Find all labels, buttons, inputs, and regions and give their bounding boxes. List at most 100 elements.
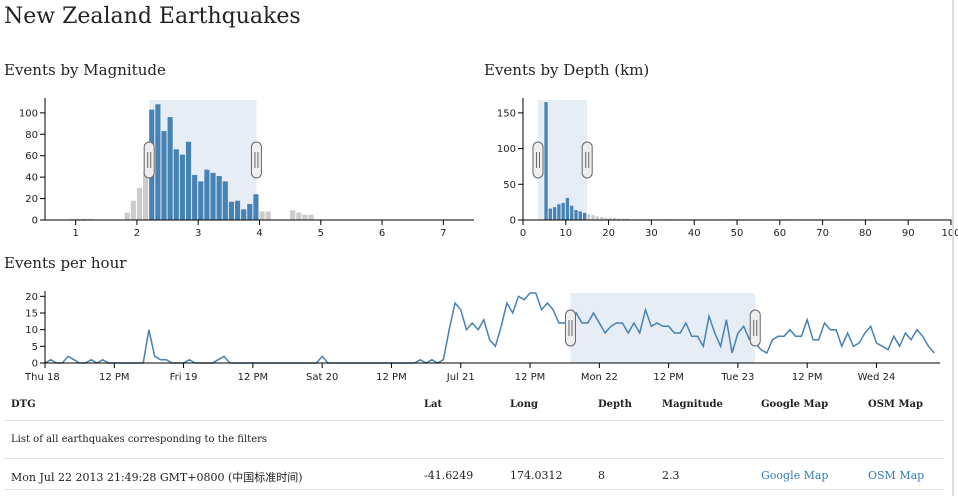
magnitude-bar — [265, 211, 271, 220]
hour-chart-title: Events per hour — [4, 254, 127, 272]
magnitude-bar — [192, 175, 198, 220]
depth-bar — [608, 217, 612, 220]
magnitude-brush-handle-left-body — [143, 141, 155, 179]
header-long[interactable]: Long — [510, 399, 538, 410]
hour-chart[interactable]: 0 5 10 15 20 Thu 18 12 PM Fri 19 12 PM Sat 20 12 P… — [0, 285, 958, 385]
magnitude-chart[interactable]: 0 20 40 60 80 100 1 2 3 4 5 6 7 — [0, 90, 480, 240]
magnitude-bar — [136, 187, 143, 220]
magnitude-y-tick-label: 60 — [25, 151, 38, 162]
hour-x-tick-label: Mon 22 — [581, 372, 618, 383]
hour-x-tick-label: 12 PM — [653, 372, 684, 383]
hour-x-tick-label: 12 PM — [99, 372, 130, 383]
depth-brush-handle-right[interactable] — [581, 141, 593, 179]
hour-y-tick-label: 15 — [25, 309, 38, 320]
hour-brush-handle-left-body — [564, 309, 576, 347]
depth-x-tick-label: 20 — [602, 228, 615, 239]
magnitude-x-tick-label: 2 — [134, 228, 140, 239]
magnitude-x-tick-label: 1 — [72, 228, 78, 239]
magnitude-x-tick-label: 7 — [440, 228, 446, 239]
google-map-link[interactable]: Google Map — [761, 469, 829, 482]
magnitude-bar — [161, 131, 167, 220]
magnitude-bar — [185, 141, 192, 220]
depth-x-tick-label: 40 — [688, 228, 701, 239]
depth-x-tick-label: 0 — [520, 228, 526, 239]
osm-map-link[interactable]: OSM Map — [868, 469, 925, 482]
magnitude-bar — [75, 218, 81, 220]
cell-dtg: Mon Jul 22 2013 21:49:28 GMT+0800 (中国标准时… — [11, 471, 303, 484]
depth-brush-handle-right-body — [581, 141, 593, 179]
table-caption-row: List of all earthquakes corresponding to… — [4, 421, 944, 459]
depth-x-tick-label: 50 — [731, 228, 744, 239]
magnitude-bar — [81, 218, 87, 220]
magnitude-y-tick-label: 100 — [19, 108, 38, 119]
magnitude-bar — [241, 209, 247, 220]
hour-x-tick-label: Tue 23 — [720, 372, 754, 383]
depth-bar — [587, 214, 591, 220]
depth-bar — [617, 218, 621, 220]
depth-bar — [625, 218, 629, 220]
magnitude-bar — [198, 181, 204, 220]
magnitude-brush-handle-left[interactable] — [143, 141, 155, 179]
magnitude-bar — [308, 214, 314, 220]
depth-x-tick-label: 90 — [902, 228, 915, 239]
depth-bar — [612, 217, 617, 220]
depth-brush-handle-left[interactable] — [532, 141, 544, 179]
magnitude-bar — [69, 218, 75, 220]
hour-x-tick-label: Sat 20 — [306, 372, 338, 383]
depth-y-tick-label: 150 — [497, 108, 516, 119]
depth-y-tick-label: 50 — [503, 180, 516, 191]
magnitude-bar — [179, 154, 185, 220]
scrollbar-edge — [952, 0, 954, 496]
depth-x-tick-label: 80 — [859, 228, 872, 239]
hour-x-tick-label: 12 PM — [792, 372, 823, 383]
depth-bar — [565, 197, 570, 220]
depth-x-tick-label: 70 — [816, 228, 829, 239]
cell-depth: 8 — [598, 469, 605, 482]
magnitude-bar — [247, 203, 253, 220]
magnitude-bar — [216, 176, 222, 220]
header-lat[interactable]: Lat — [424, 399, 443, 410]
magnitude-y-tick-label: 20 — [25, 194, 38, 205]
hour-x-tick-label: Wed 24 — [858, 372, 896, 383]
depth-chart[interactable]: 0 50 100 150 0 10 20 30 40 50 60 70 80 90 100 — [480, 90, 958, 240]
depth-x-tick-label: 60 — [773, 228, 786, 239]
header-dtg[interactable]: DTG — [11, 399, 36, 410]
depth-x-tick-label: 10 — [559, 228, 572, 239]
depth-bar — [591, 215, 595, 220]
page-title: New Zealand Earthquakes — [4, 4, 301, 29]
depth-bar — [557, 204, 561, 220]
header-depth[interactable]: Depth — [598, 399, 632, 410]
magnitude-bar — [155, 104, 161, 220]
earthquake-table: DTG Lat Long Depth Magnitude Google Map … — [4, 392, 944, 490]
hour-y-tick-label: 5 — [32, 342, 38, 353]
magnitude-bar — [173, 149, 179, 220]
table-row: Mon Jul 22 2013 21:49:28 GMT+0800 (中国标准时… — [4, 459, 944, 490]
depth-bar — [600, 217, 604, 220]
magnitude-x-tick-label: 5 — [318, 228, 324, 239]
cell-lat: -41.6249 — [424, 469, 474, 482]
header-osm-map[interactable]: OSM Map — [868, 399, 924, 410]
magnitude-bar — [253, 194, 259, 220]
hour-x-tick-label: 12 PM — [238, 372, 269, 383]
magnitude-bar — [228, 201, 234, 220]
depth-brush-handle-left-body — [532, 141, 544, 179]
depth-x-tick-label: 100 — [941, 228, 958, 239]
depth-bar — [595, 216, 600, 220]
magnitude-y-tick-label: 0 — [32, 216, 38, 227]
magnitude-brush-handle-right[interactable] — [250, 141, 262, 179]
table-header-row: DTG Lat Long Depth Magnitude Google Map … — [4, 392, 944, 421]
depth-bar — [582, 212, 587, 220]
hour-brush-handle-left[interactable] — [564, 309, 576, 347]
header-google-map[interactable]: Google Map — [761, 399, 829, 410]
depth-bar — [548, 208, 552, 220]
magnitude-y-tick-label: 80 — [25, 130, 38, 141]
hour-brush-handle-right-body — [749, 309, 761, 347]
cell-magnitude: 2.3 — [662, 469, 680, 482]
magnitude-bar — [302, 214, 308, 220]
header-magnitude[interactable]: Magnitude — [662, 399, 723, 410]
magnitude-bar — [204, 169, 210, 220]
magnitude-x-tick-label: 4 — [256, 228, 262, 239]
depth-bar — [544, 102, 548, 220]
hour-brush-handle-right[interactable] — [749, 309, 761, 347]
depth-bar — [604, 217, 608, 220]
